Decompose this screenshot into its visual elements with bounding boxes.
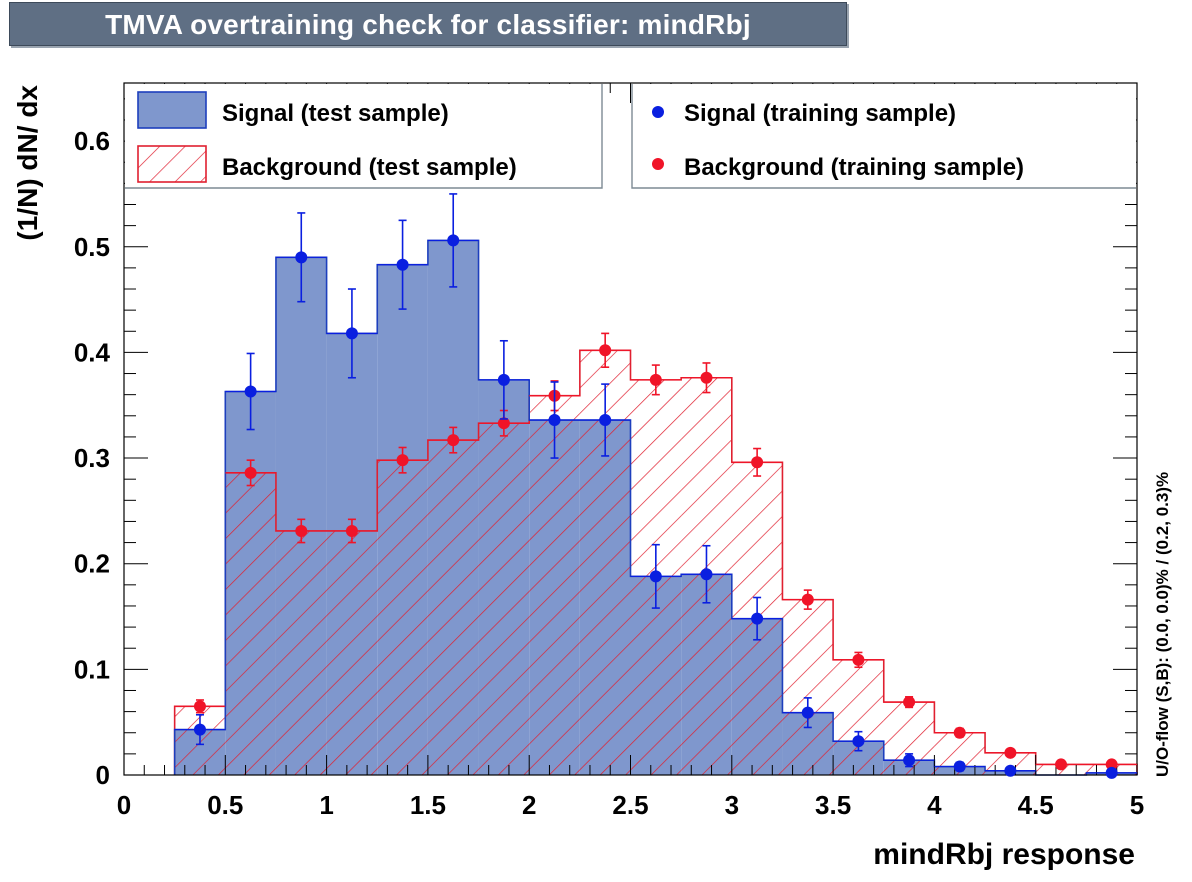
y-tick-label: 0.4 [74,337,111,367]
background-training-point [852,653,865,666]
axis-ticks: 0 0.5 1 1.5 2 2.5 3 3.5 4 4.5 5 0 0.1 0.2 0.3 0.4 0.5 0.6 [74,83,1144,820]
background-training-point [193,700,206,713]
signal-training-points [174,193,1137,779]
signal-training-point [903,754,916,767]
legend-right-bg [632,84,1136,188]
background-training-point [1055,758,1068,771]
legend-signal-test-swatch [137,91,207,129]
background-test-bar [427,440,479,775]
x-tick-label: 2 [522,790,536,820]
chart-title: TMVA overtraining check for classifier: … [105,9,751,40]
background-training-point [903,696,916,709]
x-tick-label: 0.5 [207,790,243,820]
signal-training-point [700,568,713,581]
chart-title-box: TMVA overtraining check for classifier: … [9,2,847,46]
background-test-bar [985,752,1036,775]
background-test-bar [478,423,530,775]
background-test-bar [377,460,428,775]
legend-label: Background (training sample) [684,154,1024,181]
background-training-point [295,524,308,537]
signal-training-point [953,760,966,773]
signal-training-point [599,414,612,427]
legend-label: Signal (test sample) [222,100,449,127]
signal-training-point [497,373,510,386]
background-training-point [1105,758,1118,771]
legend: Signal (test sample) Background (test sam… [125,84,1136,189]
background-training-point [497,417,510,430]
background-test-bar [326,530,378,775]
background-training-point [396,454,409,467]
signal-training-point [345,327,358,340]
x-tick-label: 4.5 [1018,790,1054,820]
background-training-point [751,456,764,469]
y-tick-label: 0.6 [74,126,110,156]
x-tick-label: 4 [927,790,942,820]
signal-training-point [852,735,865,748]
signal-training-point [193,723,206,736]
y-tick-label: 0.3 [74,443,110,473]
background-training-point [953,726,966,739]
x-axis-label: mindRbj response [873,838,1135,871]
x-tick-label: 0 [117,790,131,820]
overflow-label: U/O-flow (S,B): (0.0, 0.0)% / (0.2, 0.3)… [1153,472,1172,777]
background-training-point [649,373,662,386]
background-test-bar [833,659,884,775]
background-test-bar [529,395,580,775]
background-training-point [801,593,814,606]
axis-labels: mindRbj response (1/N) dN/ dx U/O-flow (… [12,85,1172,871]
signal-training-point [801,706,814,719]
x-tick-label: 3.5 [815,790,851,820]
background-test-bar [275,530,327,775]
background-training-point [345,524,358,537]
signal-training-point [751,612,764,625]
signal-training-point [1105,766,1118,779]
signal-training-point [295,251,308,264]
legend-background-training-dot [652,158,664,170]
signal-training-point [1004,764,1017,777]
legend-right-border [631,84,1136,189]
signal-training-point [649,570,662,583]
y-tick-label: 0.5 [74,232,110,262]
x-tick-label: 1 [319,790,333,820]
signal-training-point [244,385,257,398]
signal-training-point [548,414,561,427]
legend-left-border [125,84,603,189]
background-test-bar [225,472,276,775]
y-tick-label: 0 [96,760,110,790]
background-training-point [700,371,713,384]
legend-label: Signal (training sample) [684,100,956,127]
y-tick-label: 0.2 [74,549,110,579]
signal-training-point [447,234,460,247]
x-tick-label: 3 [725,790,739,820]
y-axis-label: (1/N) dN/ dx [12,85,43,241]
background-training-point [1004,746,1017,759]
background-training-point [599,344,612,357]
legend-label: Background (test sample) [222,154,517,181]
background-training-point [244,466,257,479]
background-test-bar [782,599,834,775]
y-tick-label: 0.1 [74,654,110,684]
x-tick-label: 1.5 [410,790,446,820]
legend-background-test-swatch [137,145,207,183]
legend-signal-training-dot [652,106,664,118]
background-training-point [447,434,460,447]
x-tick-label: 2.5 [612,790,648,820]
x-tick-label: 5 [1130,790,1144,820]
signal-training-point [396,258,409,271]
